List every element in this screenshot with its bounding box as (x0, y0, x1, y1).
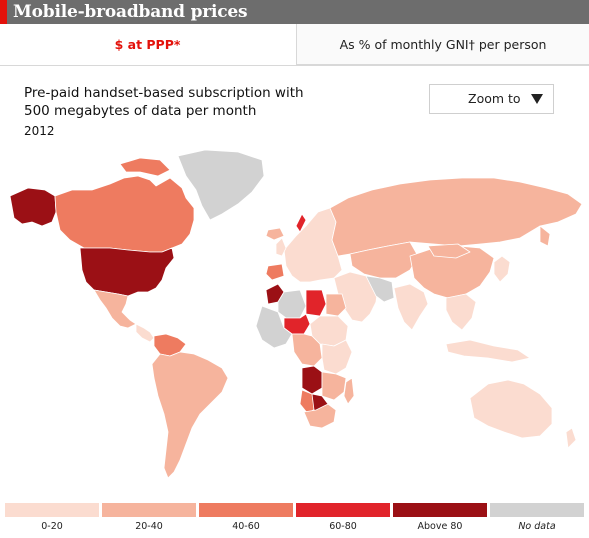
year-label: 2012 (24, 124, 55, 138)
zoom-label: Zoom to (468, 91, 521, 106)
region-usa[interactable] (79, 247, 175, 297)
legend-swatch (5, 503, 99, 517)
region-central-asia[interactable] (349, 241, 419, 279)
triangle-down-icon (531, 94, 543, 104)
tab-ppp[interactable]: $ at PPP* (0, 24, 295, 65)
legend-swatch (490, 503, 584, 517)
description-line-1: Pre-paid handset-based subscription with (24, 85, 304, 101)
tab-bar: $ at PPP* As % of monthly GNI† per perso… (0, 24, 589, 66)
legend-swatch (393, 503, 487, 517)
title-accent-bar (0, 0, 7, 24)
region-east-africa[interactable] (321, 339, 353, 375)
legend-label: 60-80 (329, 521, 357, 532)
legend-swatch (296, 503, 390, 517)
legend: 0-20 20-40 40-60 60-80 Above 80 No data (5, 503, 585, 535)
region-greenland[interactable] (177, 149, 265, 221)
region-iran[interactable] (365, 275, 395, 303)
region-canada[interactable] (54, 175, 195, 253)
region-mexico[interactable] (93, 289, 137, 329)
legend-item-no-data: No data (490, 503, 584, 532)
region-mongolia[interactable] (427, 243, 471, 259)
region-kamchatka[interactable] (539, 225, 551, 247)
region-iceland[interactable] (265, 227, 285, 241)
region-new-zealand[interactable] (565, 427, 577, 449)
title-bar: Mobile-broadband prices (0, 0, 589, 24)
region-iberia[interactable] (265, 263, 285, 281)
region-egypt[interactable] (325, 293, 347, 317)
region-south-america[interactable] (151, 351, 229, 479)
region-southern-africa-east[interactable] (321, 371, 347, 401)
region-angola[interactable] (301, 365, 323, 395)
region-australia[interactable] (469, 379, 553, 439)
region-south-africa[interactable] (303, 403, 337, 429)
legend-item-40-60: 40-60 (199, 503, 293, 532)
region-algeria[interactable] (277, 289, 307, 319)
legend-item-20-40: 20-40 (102, 503, 196, 532)
zoom-dropdown[interactable]: Zoom to (429, 84, 554, 114)
region-norway[interactable] (295, 213, 307, 233)
region-canada-islands[interactable] (119, 157, 171, 177)
description-line-2: 500 megabytes of data per month (24, 103, 257, 119)
legend-label: No data (518, 521, 556, 532)
legend-swatch (199, 503, 293, 517)
region-alaska[interactable] (9, 187, 57, 227)
region-madagascar[interactable] (343, 377, 355, 405)
region-uk[interactable] (275, 237, 287, 257)
page-title: Mobile-broadband prices (13, 2, 248, 22)
region-west-africa[interactable] (255, 305, 293, 349)
chart-description: Pre-paid handset-based subscription with… (24, 84, 324, 120)
legend-item-60-80: 60-80 (296, 503, 390, 532)
tab-gni[interactable]: As % of monthly GNI† per person (296, 24, 589, 65)
legend-label: 20-40 (135, 521, 163, 532)
region-libya[interactable] (305, 289, 327, 317)
legend-label: Above 80 (417, 521, 463, 532)
world-map[interactable] (0, 146, 589, 486)
region-europe[interactable] (283, 207, 343, 283)
region-india[interactable] (393, 283, 429, 331)
region-indonesia[interactable] (445, 339, 531, 363)
legend-swatch (102, 503, 196, 517)
legend-item-0-20: 0-20 (5, 503, 99, 532)
region-japan[interactable] (493, 255, 511, 283)
legend-item-above-80: Above 80 (393, 503, 487, 532)
region-southeast-asia[interactable] (445, 293, 477, 331)
region-central-america[interactable] (135, 323, 155, 343)
legend-label: 0-20 (41, 521, 63, 532)
legend-label: 40-60 (232, 521, 260, 532)
